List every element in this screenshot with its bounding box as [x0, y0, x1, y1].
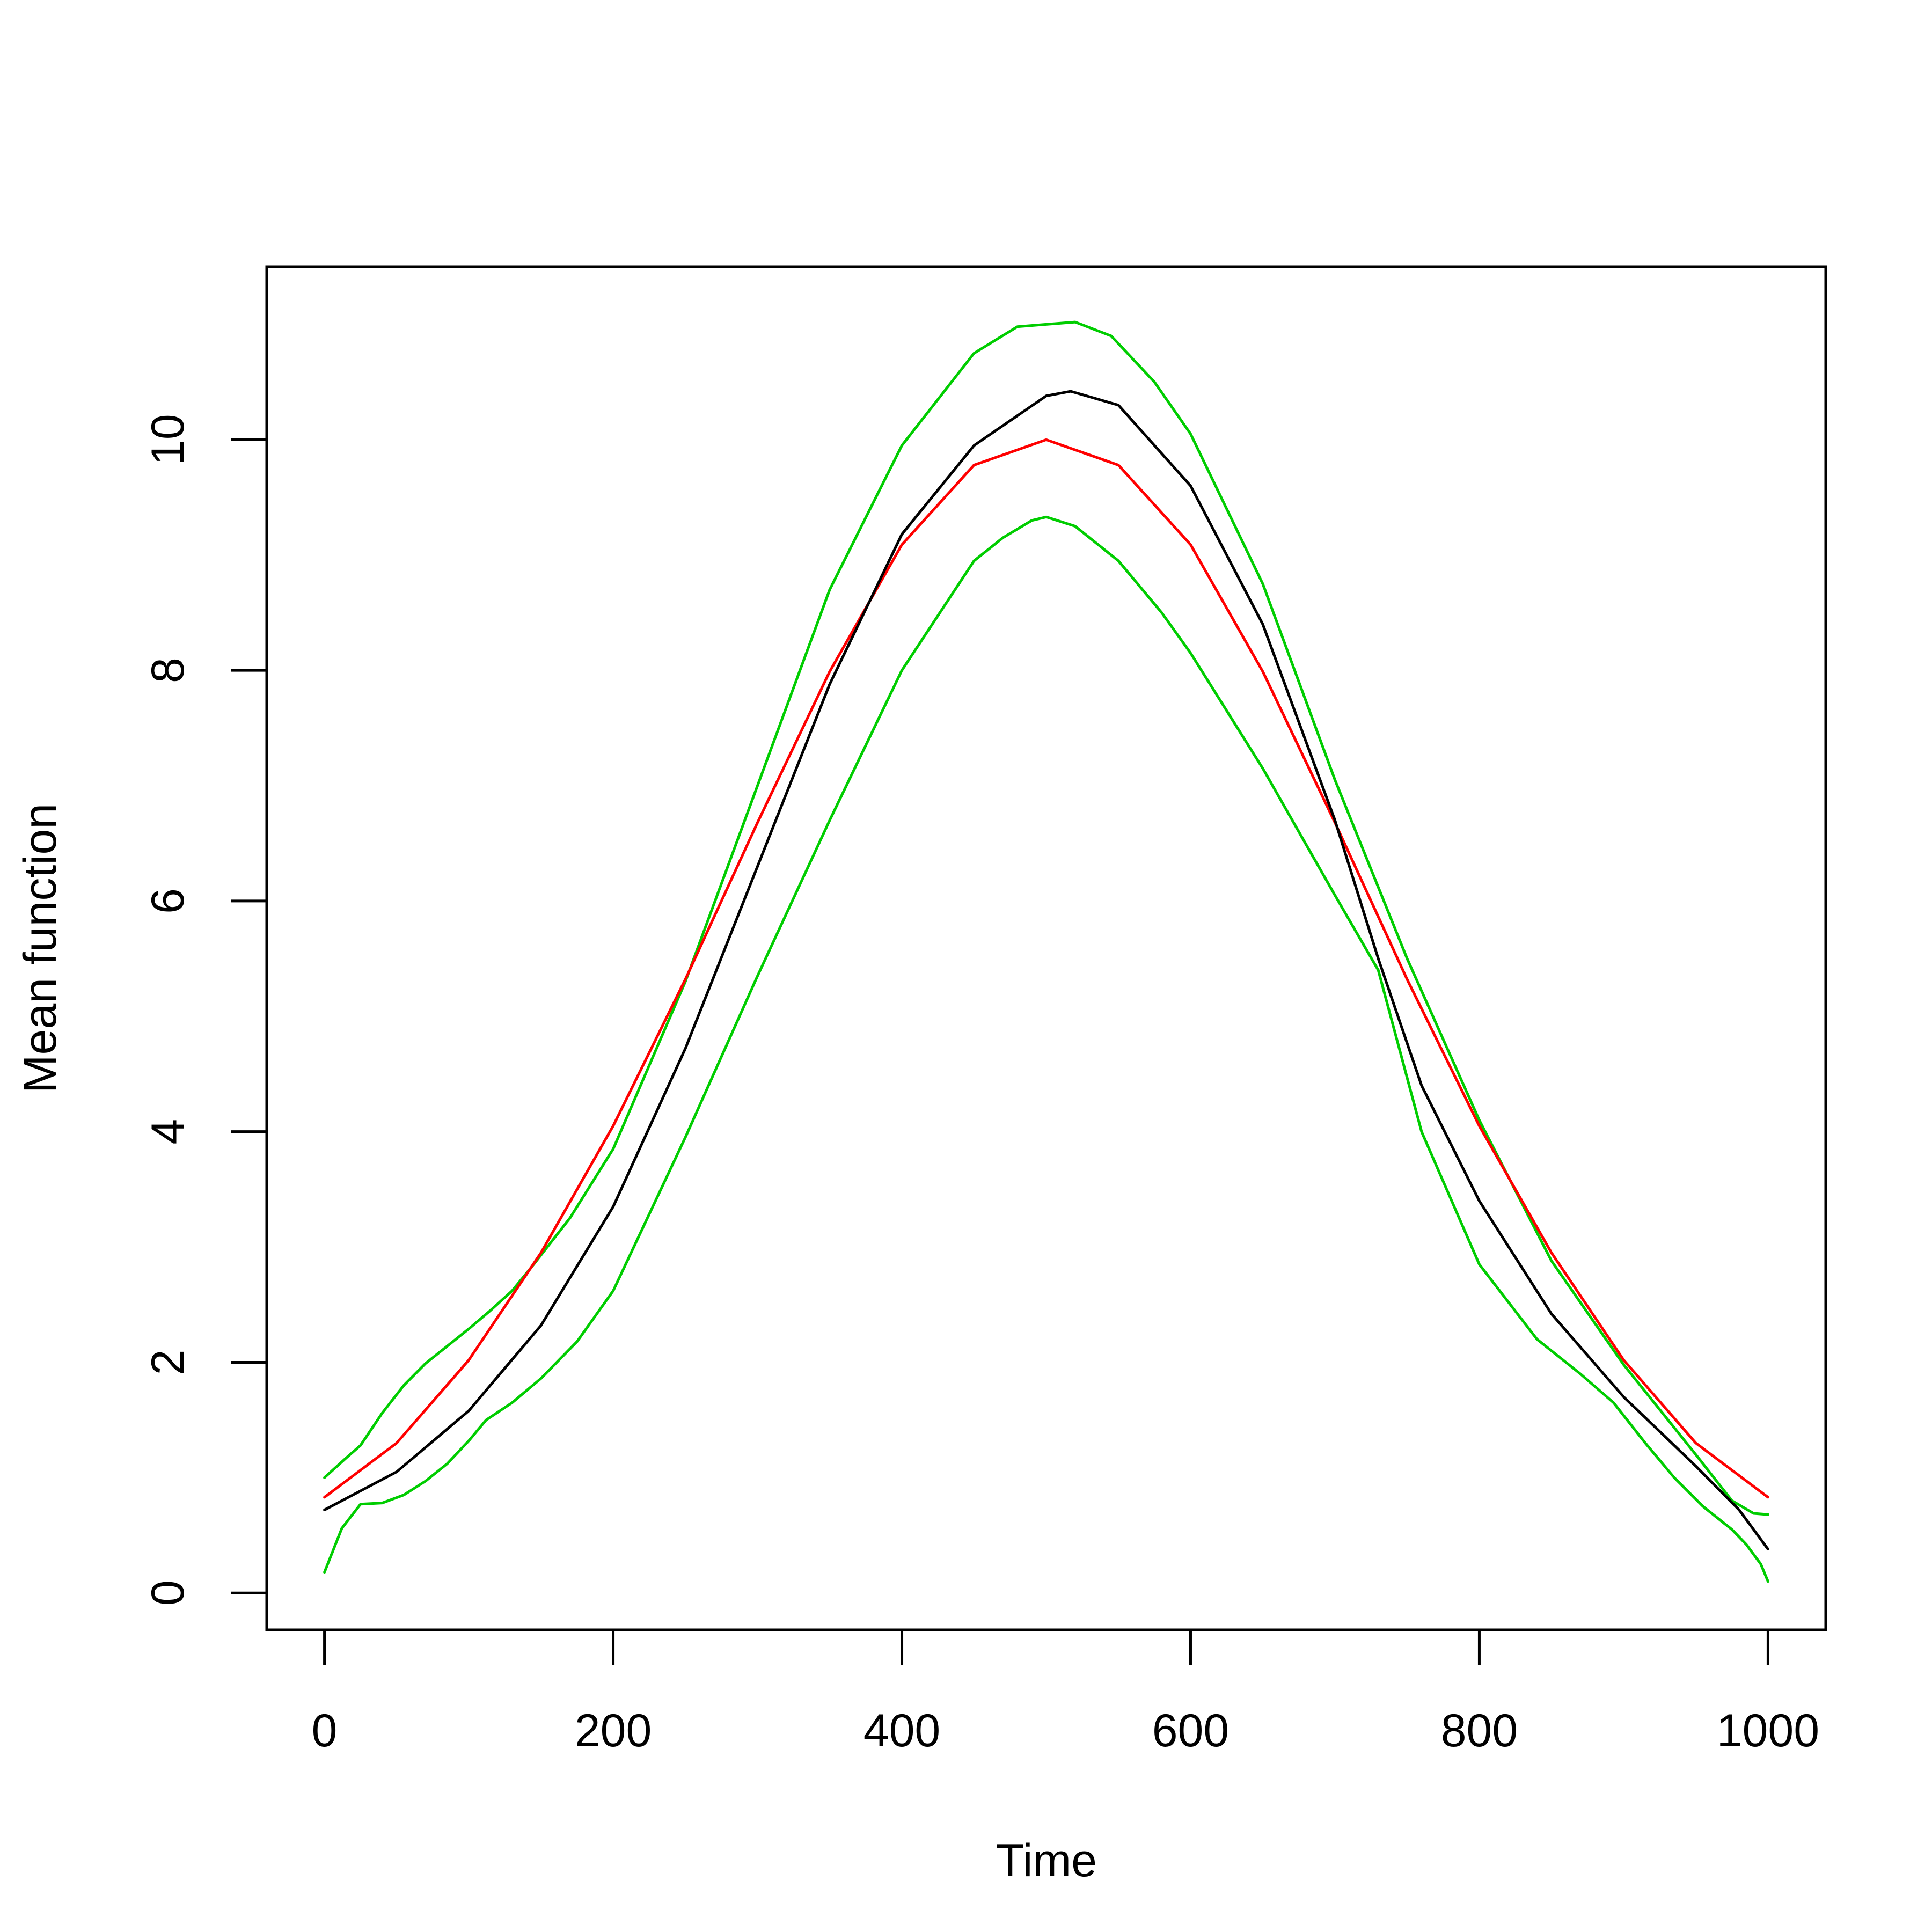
x-tick-label: 1000: [1717, 1705, 1819, 1757]
y-tick-label: 0: [142, 1580, 194, 1606]
series-line-2: [323, 515, 1769, 1583]
y-tick-label: 6: [142, 888, 194, 914]
y-tick-label: 4: [142, 1119, 194, 1145]
series-layer: [323, 320, 1769, 1583]
y-tick-label: 2: [142, 1350, 194, 1375]
series-line-4: [323, 390, 1769, 1551]
series-line-1: [323, 320, 1769, 1516]
y-tick-label: 8: [142, 657, 194, 683]
x-axis: 0 200 400 600 800 1000: [312, 1628, 1819, 1757]
y-axis: 0 2 4 6 8 10: [142, 414, 268, 1606]
x-tick-label: 400: [863, 1705, 941, 1757]
x-axis-title: Time: [996, 1835, 1097, 1886]
y-tick-label: 10: [142, 414, 194, 465]
series-line-3: [323, 438, 1769, 1499]
x-tick-label: 800: [1441, 1705, 1518, 1757]
x-tick-label: 200: [575, 1705, 652, 1757]
y-axis-title: Mean function: [14, 803, 66, 1093]
plot-frame: [265, 265, 1827, 1631]
x-tick-label: 0: [312, 1705, 338, 1757]
x-tick-label: 600: [1152, 1705, 1230, 1757]
